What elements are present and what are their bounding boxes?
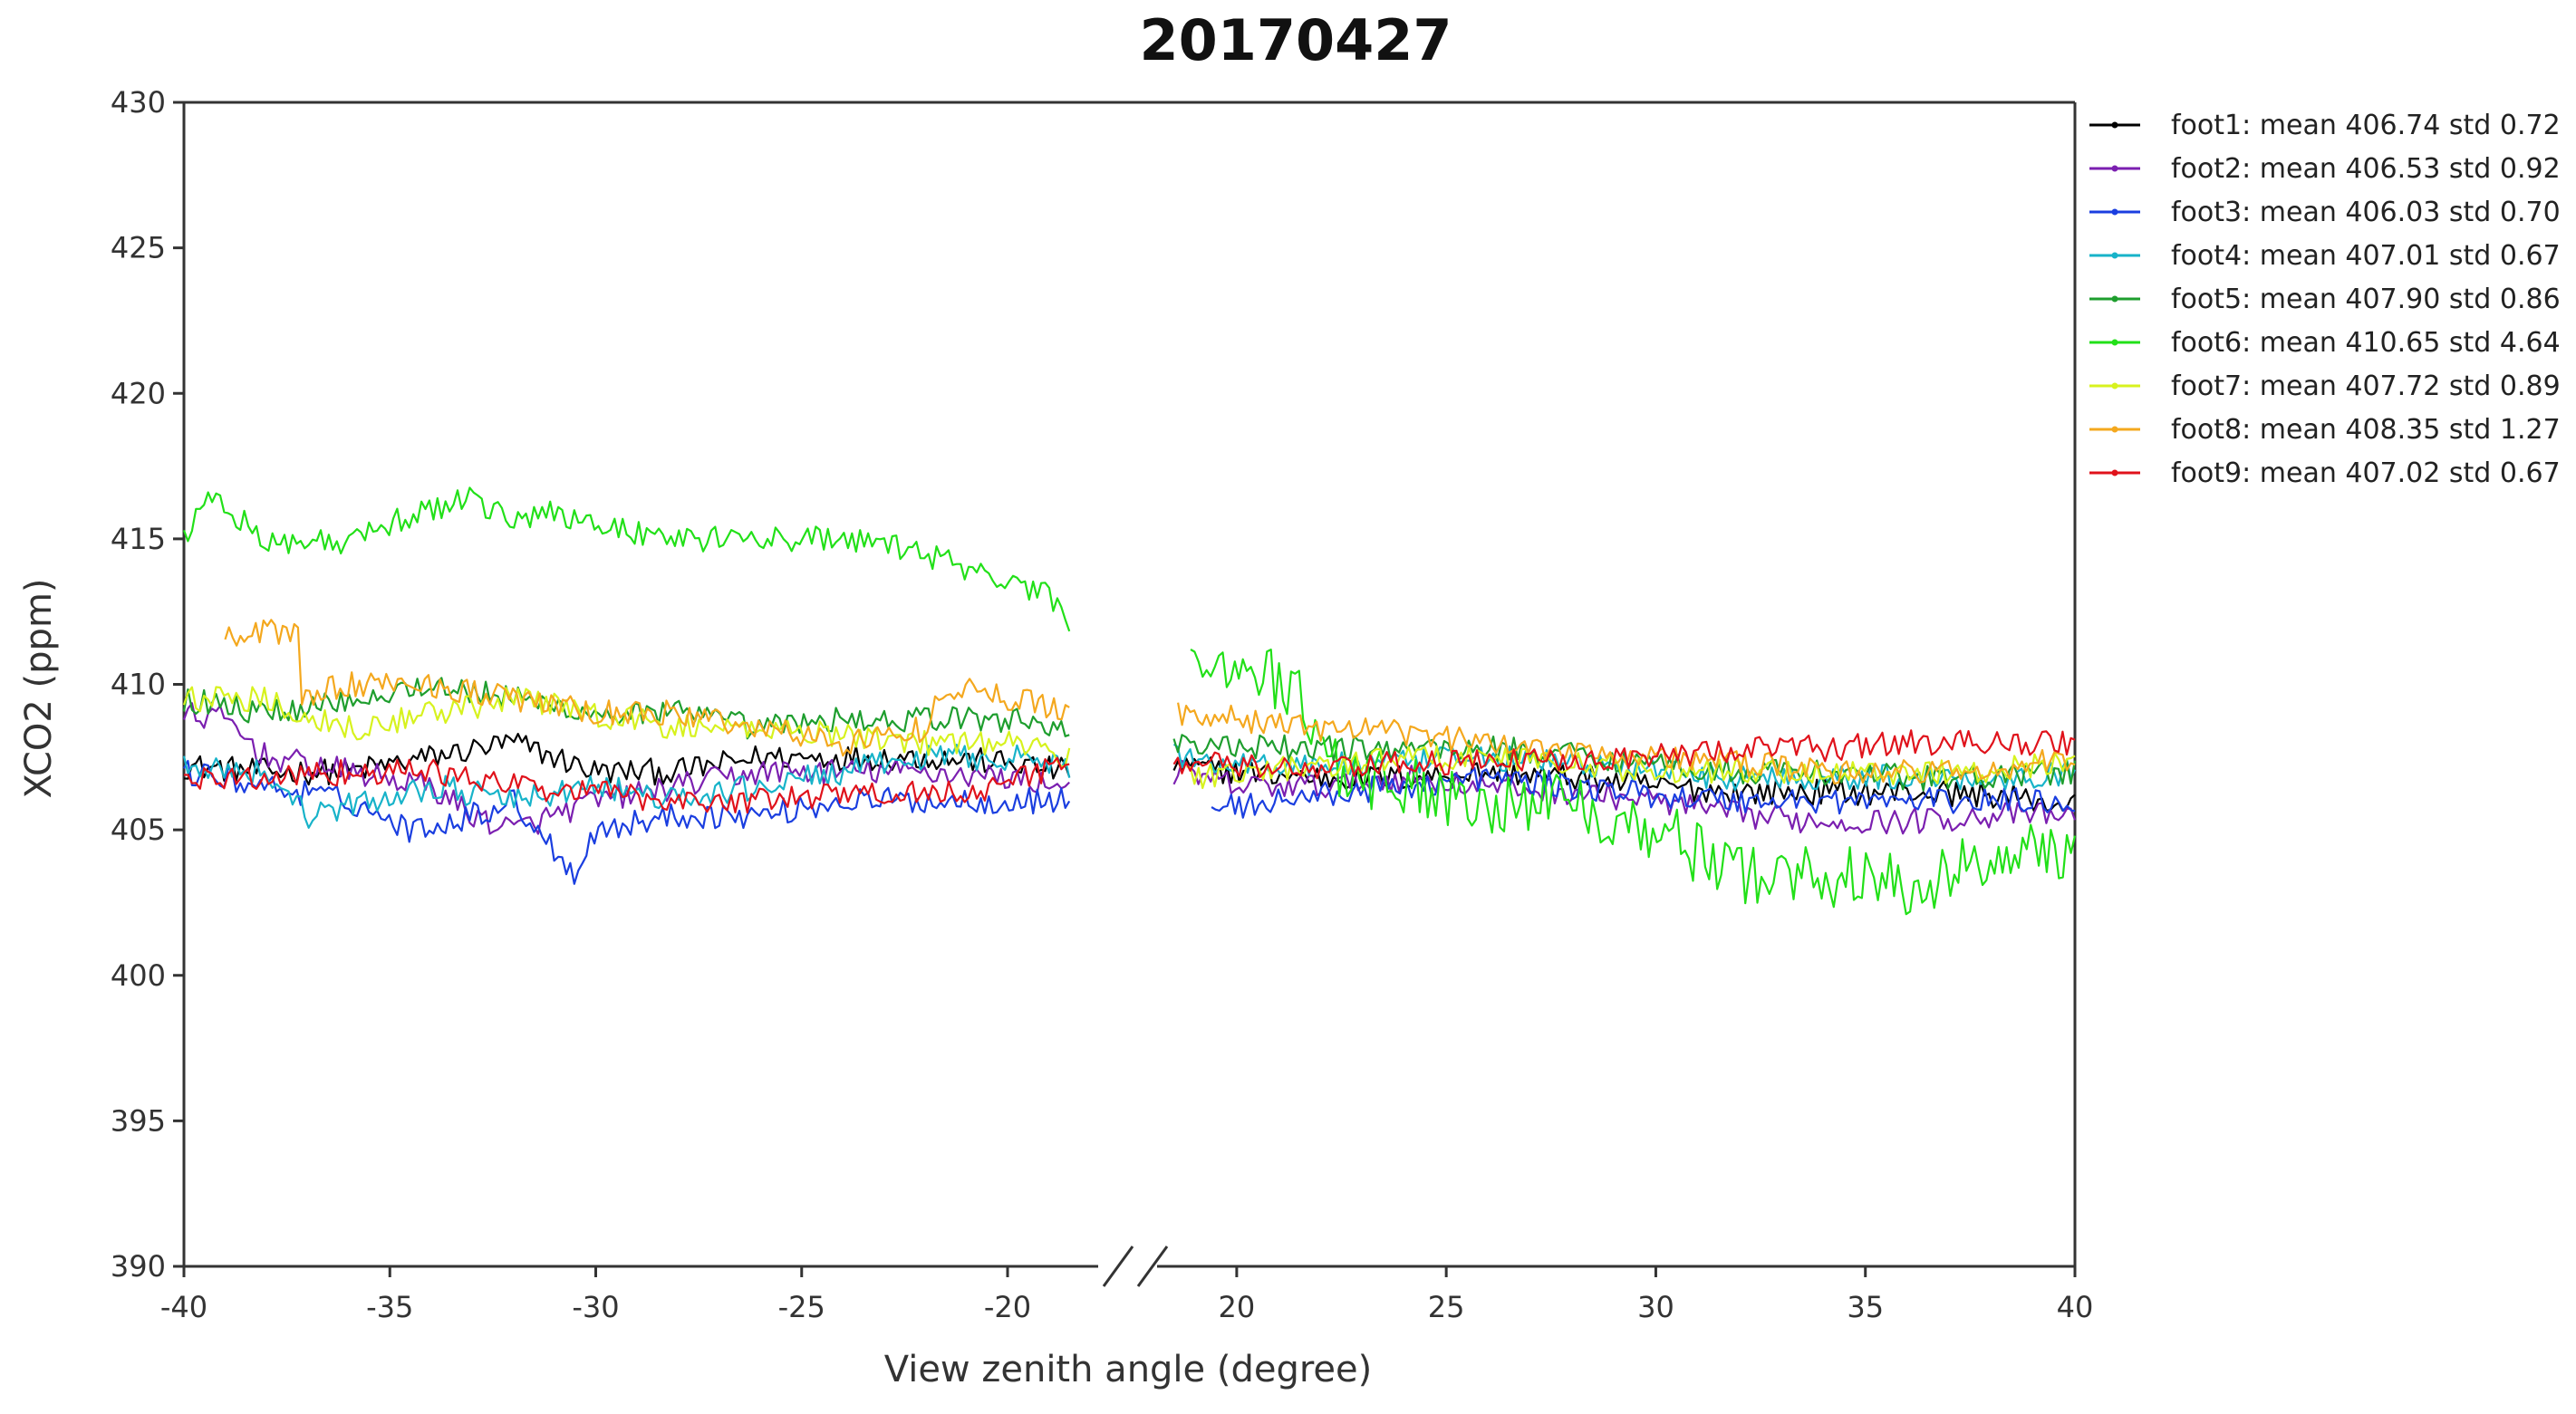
y-tick-label: 410 <box>111 668 166 702</box>
y-axis-ticks: 390 395 400 405 410 415 420 425 430 <box>111 85 184 1284</box>
series-foot9-right-line <box>1172 729 2076 780</box>
y-tick-label: 430 <box>111 85 166 120</box>
series-foot9 <box>183 729 2076 814</box>
series-foot7-right-line <box>1186 745 2076 790</box>
legend-label-foot2: foot2: mean 406.53 std 0.92 <box>2171 153 2561 185</box>
series-foot4-left-line <box>182 744 1071 829</box>
chart-title: 20170427 <box>1139 7 1452 73</box>
series-foot3-left-line <box>183 759 1071 885</box>
legend-label-foot1: foot1: mean 406.74 std 0.72 <box>2171 110 2561 141</box>
x-tick-label: -20 <box>984 1290 1031 1324</box>
series-foot2 <box>182 702 2077 835</box>
legend-marker-foot3 <box>2111 208 2118 216</box>
legend: foot1: mean 406.74 std 0.72 foot2: mean 4… <box>2089 110 2561 489</box>
x-tick-label: -25 <box>778 1290 825 1324</box>
legend-label-foot9: foot9: mean 407.02 std 0.67 <box>2171 457 2561 489</box>
y-axis-label: XCO2 (ppm) <box>18 578 60 798</box>
series-foot2-right-line <box>1172 759 2077 835</box>
series-layer <box>182 486 2077 916</box>
series-foot7 <box>182 686 2076 790</box>
legend-marker-foot9 <box>2111 469 2118 476</box>
series-foot8-left-line <box>224 619 1070 757</box>
legend-marker-foot8 <box>2111 426 2118 433</box>
y-tick-label: 420 <box>111 376 166 410</box>
series-foot3 <box>183 759 2076 885</box>
y-tick-label: 425 <box>111 231 166 265</box>
series-foot6 <box>182 486 2077 916</box>
y-tick-label: 395 <box>111 1103 166 1138</box>
legend-marker-foot2 <box>2111 165 2118 172</box>
y-tick-label: 415 <box>111 522 166 556</box>
x-axis-ticks: -40 -35 -30 -25 -20 20 25 30 35 40 <box>160 1266 2093 1324</box>
plot-frame <box>182 101 2077 1268</box>
series-foot7-left-line <box>182 686 1071 768</box>
series-foot6-left-line <box>182 486 1071 632</box>
series-foot6-right-line <box>1190 649 2077 916</box>
series-foot1-left-line <box>183 733 1071 786</box>
legend-marker-foot7 <box>2111 382 2118 390</box>
series-foot8-right-line <box>1177 702 2076 785</box>
x-tick-label: 40 <box>2057 1290 2094 1324</box>
legend-label-foot7: foot7: mean 407.72 std 0.89 <box>2171 370 2561 402</box>
legend-marker-foot6 <box>2111 339 2118 346</box>
axis-break-slash-right <box>1136 1246 1169 1287</box>
y-tick-label: 390 <box>111 1249 166 1284</box>
x-tick-label: -40 <box>160 1290 207 1324</box>
series-foot9-left-line <box>183 756 1070 814</box>
legend-marker-foot1 <box>2111 121 2118 129</box>
x-tick-label: -35 <box>366 1290 413 1324</box>
legend-marker-foot4 <box>2111 252 2118 259</box>
legend-marker-foot5 <box>2111 295 2118 303</box>
x-axis-break-marker <box>1102 1246 1169 1287</box>
x-tick-label: 25 <box>1428 1290 1465 1324</box>
axis-break-slash-left <box>1102 1246 1134 1287</box>
series-foot2-left-line <box>182 702 1070 835</box>
y-tick-label: 405 <box>111 813 166 847</box>
x-axis-label: View zenith angle (degree) <box>884 1349 1373 1390</box>
series-foot8 <box>224 619 2076 785</box>
y-tick-label: 400 <box>111 958 166 993</box>
series-foot1-right-line <box>1172 756 2076 813</box>
x-tick-label: 20 <box>1219 1290 1256 1324</box>
series-foot3-right-line <box>1211 766 2076 819</box>
legend-label-foot5: foot5: mean 407.90 std 0.86 <box>2171 284 2561 315</box>
series-foot5-left-line <box>182 677 1070 740</box>
x-tick-label: 35 <box>1847 1290 1884 1324</box>
x-tick-label: 30 <box>1637 1290 1674 1324</box>
legend-label-foot6: foot6: mean 410.65 std 4.64 <box>2171 327 2561 359</box>
legend-label-foot8: foot8: mean 408.35 std 1.27 <box>2171 414 2561 446</box>
x-tick-label: -30 <box>572 1290 619 1324</box>
legend-label-foot4: foot4: mean 407.01 std 0.67 <box>2171 240 2561 272</box>
legend-label-foot3: foot3: mean 406.03 std 0.70 <box>2171 197 2561 228</box>
